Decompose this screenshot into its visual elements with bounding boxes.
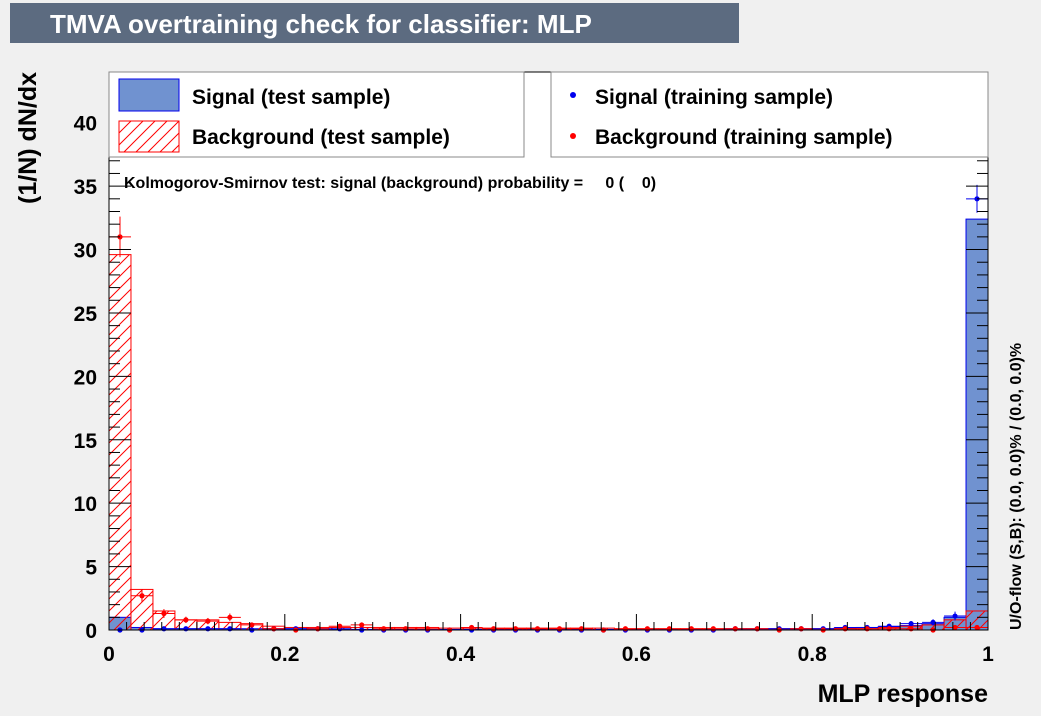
signal-train-point-37 (922, 619, 945, 626)
overflow-text: U/O-flow (S,B): (0.0, 0.0)% / (0.0, 0.0)… (1008, 343, 1025, 630)
y-axis-title: (1/N) dN/dx (14, 72, 42, 204)
legend-swatch-signal-test (118, 78, 180, 112)
background-train-point-3 (174, 616, 197, 624)
chart-title: TMVA overtraining check for classifier: … (50, 9, 592, 39)
background-train-point-5 (218, 613, 241, 622)
legend-label-background-train: Background (training sample) (595, 126, 893, 149)
y-tick-label-6: 30 (74, 240, 97, 263)
background-train-point-38 (944, 624, 967, 631)
legend-marker-signal-train (570, 92, 576, 98)
x-tick-label-0: 0 (103, 643, 115, 666)
y-tick-label-5: 25 (74, 303, 98, 326)
legend-label-signal-test: Signal (test sample) (192, 86, 390, 109)
background-train-point-16 (460, 624, 483, 631)
x-axis-title: MLP response (818, 680, 989, 708)
legend-marker-background-train (570, 133, 576, 139)
background-train-point-39 (966, 624, 988, 631)
legend-swatch-background-test (118, 120, 180, 153)
title-bar (10, 3, 739, 43)
y-tick-label-2: 10 (74, 493, 97, 516)
plot-area (108, 71, 989, 631)
signal-test-bar-39 (965, 218, 989, 631)
background-train-point-4 (196, 617, 219, 625)
legend-label-background-test: Background (test sample) (192, 126, 450, 149)
background-train-point-1 (130, 589, 153, 603)
x-tick-label-1: 0.2 (270, 643, 299, 666)
y-tick-label-1: 5 (85, 557, 97, 580)
y-tick-label-7: 35 (74, 176, 98, 199)
background-test-bar-0 (108, 254, 132, 631)
ks-test-text: Kolmogorov-Smirnov test: signal (backgro… (124, 175, 656, 192)
background-train-point-10 (328, 623, 351, 629)
background-train-point-6 (240, 622, 263, 628)
x-tick-label-5: 1 (982, 643, 994, 666)
x-tick-label-4: 0.8 (798, 643, 828, 666)
y-tick-label-4: 20 (74, 366, 97, 389)
background-train-point-11 (350, 622, 373, 628)
y-tick-label-8: 40 (74, 113, 97, 136)
signal-train-point-38 (944, 611, 967, 621)
x-tick-label-3: 0.6 (622, 643, 651, 666)
signal-train-point-36 (900, 621, 923, 627)
y-tick-label-0: 0 (85, 620, 97, 643)
legend-label-signal-train: Signal (training sample) (595, 86, 833, 109)
legend-box-train (550, 71, 989, 158)
y-tick-label-3: 15 (74, 430, 98, 453)
x-tick-label-2: 0.4 (446, 643, 476, 666)
background-train-point-2 (152, 609, 175, 618)
